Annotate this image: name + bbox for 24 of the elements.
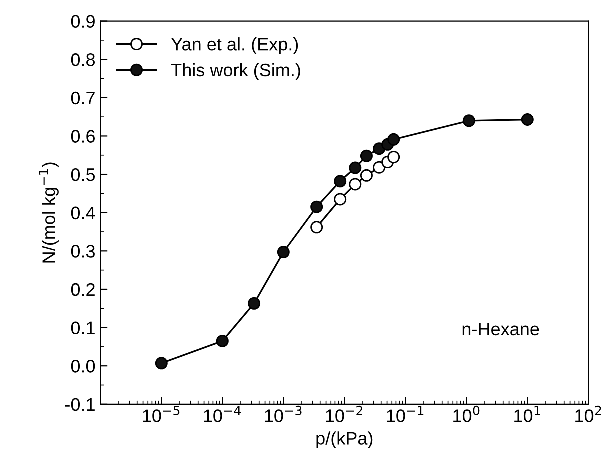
legend-label: Yan et al. (Exp.) (171, 38, 298, 54)
y-tick-label: 0.2 (71, 283, 95, 296)
y-axis-title: N/(mol kg$^{−1}$) (39, 162, 59, 263)
x-tick-label: 10$^{−5}$ (143, 406, 180, 422)
x-tick-label: 10$^{−3}$ (265, 406, 302, 422)
y-tick-label: 0.7 (71, 92, 95, 105)
x-tick-label: 10$^{2}$ (576, 406, 602, 422)
y-tick-label: 0.1 (71, 322, 95, 335)
y-tick-label: 0.9 (71, 15, 95, 28)
x-tick-label: 10$^{−4}$ (204, 406, 242, 422)
y-tick-label: 0.6 (71, 130, 95, 143)
x-axis-title: p/(kPa) (316, 432, 373, 448)
x-tick-label: 10$^{1}$ (514, 406, 540, 422)
x-tick-label: 10$^{0}$ (454, 406, 480, 422)
y-tick-label: 0.0 (71, 360, 96, 373)
y-tick-label: 0.4 (71, 206, 96, 220)
y-tick-label: -0.1 (65, 398, 95, 412)
x-tick-label: 10$^{−2}$ (326, 406, 362, 422)
y-tick-label: 0.3 (71, 245, 95, 258)
annotation: n-Hexane (462, 323, 540, 336)
legend-label: This work (Sim.) (171, 63, 300, 80)
y-tick-label: 0.5 (71, 168, 96, 182)
y-tick-label: 0.8 (71, 54, 96, 66)
x-tick-label: 10$^{−1}$ (387, 406, 424, 422)
